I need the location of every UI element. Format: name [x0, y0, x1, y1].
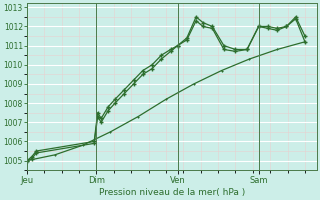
- X-axis label: Pression niveau de la mer( hPa ): Pression niveau de la mer( hPa ): [99, 188, 245, 197]
